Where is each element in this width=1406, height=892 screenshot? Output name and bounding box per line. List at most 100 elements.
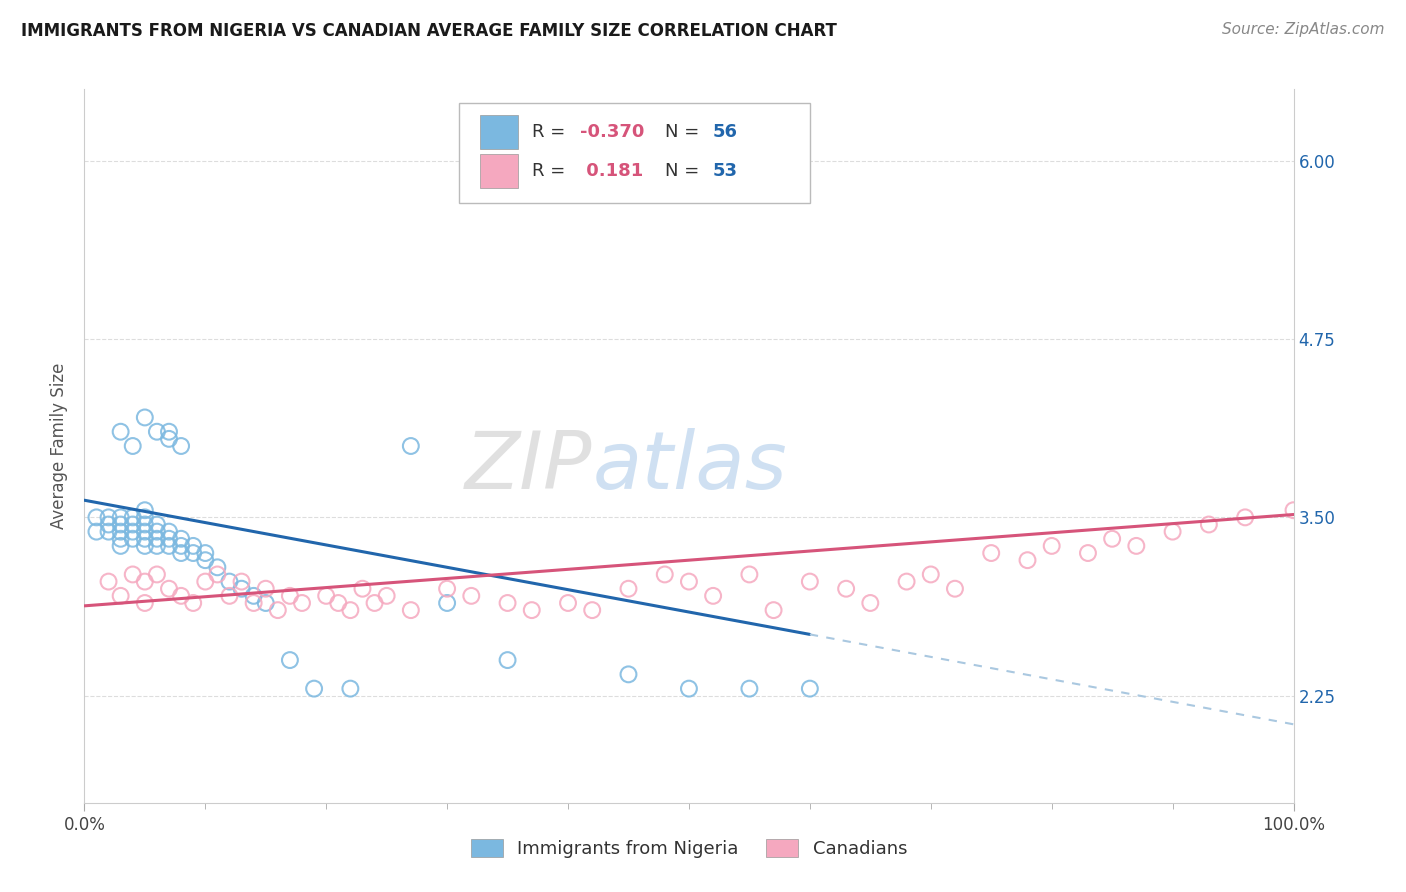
Point [254, 582, 277, 596]
Point [399, 603, 422, 617]
Point [121, 567, 143, 582]
Text: N =: N = [665, 123, 704, 141]
Point [134, 574, 156, 589]
Point [110, 524, 132, 539]
Point [157, 432, 180, 446]
Text: IMMIGRANTS FROM NIGERIA VS CANADIAN AVERAGE FAMILY SIZE CORRELATION CHART: IMMIGRANTS FROM NIGERIA VS CANADIAN AVER… [21, 22, 837, 40]
Point [339, 681, 361, 696]
Point [1198, 517, 1220, 532]
Point [121, 532, 143, 546]
Point [375, 589, 398, 603]
Point [278, 653, 301, 667]
Point [520, 603, 543, 617]
Point [181, 546, 204, 560]
Point [97, 524, 120, 539]
Text: -0.370: -0.370 [581, 123, 644, 141]
Point [291, 596, 314, 610]
Point [654, 567, 676, 582]
Legend: Immigrants from Nigeria, Canadians: Immigrants from Nigeria, Canadians [464, 831, 914, 865]
Point [920, 567, 942, 582]
Point [980, 546, 1002, 560]
Point [110, 589, 132, 603]
Point [1077, 546, 1099, 560]
Point [157, 539, 180, 553]
Point [218, 574, 240, 589]
Y-axis label: Average Family Size: Average Family Size [49, 363, 67, 529]
Point [460, 589, 482, 603]
Point [134, 503, 156, 517]
Point [302, 681, 325, 696]
Point [1234, 510, 1257, 524]
FancyBboxPatch shape [460, 103, 810, 203]
Point [134, 517, 156, 532]
Point [242, 596, 264, 610]
Point [496, 653, 519, 667]
Point [254, 596, 277, 610]
Point [110, 517, 132, 532]
Point [557, 596, 579, 610]
Point [242, 589, 264, 603]
Point [738, 567, 761, 582]
Point [339, 603, 361, 617]
Point [97, 574, 120, 589]
Text: Source: ZipAtlas.com: Source: ZipAtlas.com [1222, 22, 1385, 37]
Point [134, 510, 156, 524]
Point [97, 510, 120, 524]
Point [146, 524, 169, 539]
Text: 56: 56 [713, 123, 738, 141]
Point [181, 539, 204, 553]
Point [1101, 532, 1123, 546]
FancyBboxPatch shape [479, 115, 519, 149]
Point [181, 596, 204, 610]
Point [315, 589, 337, 603]
Point [762, 603, 785, 617]
Point [436, 596, 458, 610]
Point [1017, 553, 1039, 567]
Point [157, 524, 180, 539]
Point [702, 589, 724, 603]
Point [436, 582, 458, 596]
Point [134, 539, 156, 553]
Point [1282, 503, 1305, 517]
Point [859, 596, 882, 610]
Point [170, 546, 193, 560]
Point [207, 560, 229, 574]
Text: R =: R = [531, 123, 571, 141]
Point [943, 582, 966, 596]
Point [738, 681, 761, 696]
Point [194, 574, 217, 589]
Text: 53: 53 [713, 162, 738, 180]
Point [231, 574, 253, 589]
Point [835, 582, 858, 596]
Point [581, 603, 603, 617]
Point [157, 582, 180, 596]
Point [146, 539, 169, 553]
Point [110, 510, 132, 524]
Point [496, 596, 519, 610]
Point [146, 567, 169, 582]
Point [207, 567, 229, 582]
Point [799, 681, 821, 696]
Point [231, 582, 253, 596]
Point [617, 667, 640, 681]
Point [134, 596, 156, 610]
Point [146, 532, 169, 546]
Point [678, 681, 700, 696]
Point [170, 539, 193, 553]
Point [267, 603, 290, 617]
Point [86, 510, 108, 524]
Point [121, 517, 143, 532]
Point [170, 439, 193, 453]
Point [896, 574, 918, 589]
Point [678, 574, 700, 589]
Point [134, 410, 156, 425]
Point [352, 582, 374, 596]
Point [1125, 539, 1147, 553]
Text: N =: N = [665, 162, 704, 180]
Point [121, 439, 143, 453]
Point [799, 574, 821, 589]
FancyBboxPatch shape [479, 154, 519, 188]
Point [1161, 524, 1184, 539]
Text: ZIP: ZIP [465, 428, 592, 507]
Point [134, 524, 156, 539]
